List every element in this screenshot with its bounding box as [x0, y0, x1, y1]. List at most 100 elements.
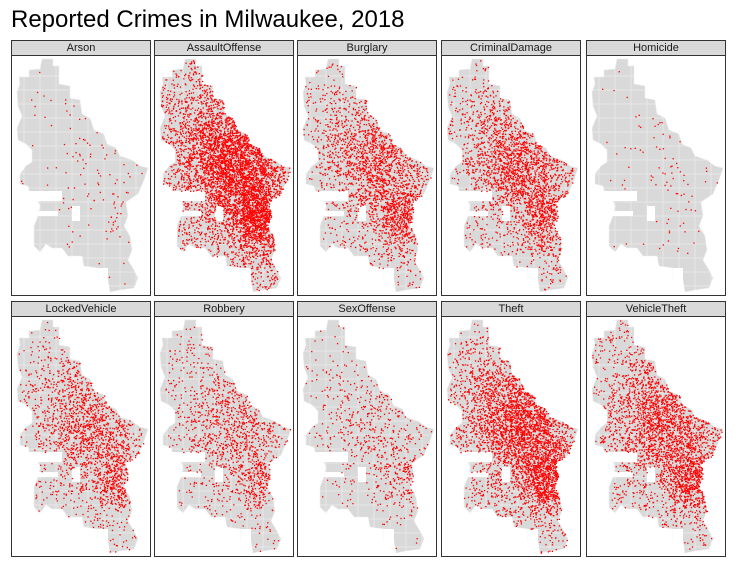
crime-point: [172, 141, 174, 143]
crime-point: [205, 182, 207, 185]
crime-point: [233, 121, 236, 123]
crime-point: [242, 169, 244, 171]
crime-point: [208, 139, 210, 141]
crime-point: [186, 233, 188, 235]
crime-point: [204, 172, 206, 174]
crime-point: [262, 170, 264, 172]
crime-point: [174, 130, 176, 132]
crime-point: [257, 204, 260, 206]
crime-point: [228, 218, 230, 220]
crime-point: [244, 180, 246, 183]
crime-point: [255, 164, 258, 166]
crime-point: [197, 85, 199, 87]
crime-point: [253, 256, 255, 258]
crime-point: [193, 151, 195, 153]
crime-point: [244, 194, 246, 196]
crime-point: [188, 93, 190, 95]
crime-point: [113, 193, 115, 195]
crime-point: [248, 245, 250, 247]
crime-point: [193, 137, 196, 139]
crime-point: [237, 231, 240, 233]
crime-point: [236, 154, 238, 156]
crime-point: [265, 213, 267, 215]
crime-point: [264, 228, 266, 231]
crime-point: [200, 217, 202, 219]
crime-point: [259, 221, 262, 224]
crime-point: [243, 195, 245, 197]
crime-point: [192, 225, 194, 227]
crime-point: [228, 139, 230, 141]
crime-point: [164, 84, 166, 86]
crime-point: [250, 193, 253, 195]
crime-point: [207, 125, 209, 127]
crime-point: [220, 101, 222, 103]
crime-point: [238, 198, 240, 200]
crime-point: [123, 262, 125, 265]
crime-point: [251, 185, 253, 187]
crime-point: [265, 220, 268, 222]
crime-point: [108, 276, 111, 278]
crime-point: [220, 124, 222, 126]
crime-point: [225, 122, 227, 124]
crime-point: [244, 220, 246, 222]
crime-point: [185, 62, 187, 64]
crime-point: [180, 107, 183, 109]
crime-point: [194, 174, 196, 176]
crime-point: [244, 195, 246, 197]
crime-point: [236, 210, 238, 212]
crime-point: [258, 163, 260, 165]
crime-point: [240, 138, 242, 140]
crime-point: [249, 162, 251, 164]
crime-point: [226, 173, 228, 175]
crime-point: [171, 98, 174, 100]
crime-point: [261, 165, 263, 167]
crime-point: [183, 136, 185, 138]
crime-point: [215, 129, 217, 132]
crime-point: [194, 118, 196, 120]
crime-point: [238, 194, 240, 196]
crime-point: [203, 127, 205, 129]
crime-point: [258, 158, 260, 160]
crime-point: [90, 153, 92, 155]
crime-point: [254, 190, 257, 193]
crime-point: [236, 210, 239, 212]
crime-point: [276, 166, 278, 168]
crime-point: [245, 148, 247, 150]
crime-point: [231, 155, 233, 157]
crime-point: [168, 127, 170, 129]
crime-point: [202, 166, 204, 168]
crime-point: [220, 160, 222, 162]
crime-point: [183, 179, 185, 181]
crime-point: [162, 100, 164, 102]
crime-point: [187, 168, 189, 170]
crime-point: [217, 129, 219, 131]
crime-point: [236, 226, 238, 228]
crime-point: [225, 121, 227, 123]
crime-point: [173, 144, 175, 147]
crime-point: [178, 170, 180, 172]
crime-point: [262, 280, 265, 282]
crime-point: [266, 181, 268, 183]
crime-point: [247, 163, 249, 165]
crime-point: [253, 174, 255, 177]
crime-point: [230, 135, 233, 138]
crime-point: [239, 156, 242, 158]
crime-point: [111, 228, 113, 230]
crime-point: [260, 170, 262, 173]
crime-point: [196, 141, 198, 144]
crime-point: [238, 164, 241, 166]
crime-point: [207, 165, 209, 167]
crime-point: [215, 192, 217, 194]
crime-point: [209, 170, 211, 172]
crime-point: [223, 199, 226, 201]
crime-point: [190, 157, 192, 159]
crime-point: [227, 256, 229, 258]
crime-point: [215, 167, 218, 169]
crime-point: [185, 122, 187, 124]
crime-point: [249, 252, 251, 254]
crime-point: [247, 186, 249, 188]
crime-point: [203, 178, 205, 180]
crime-point: [282, 174, 285, 176]
crime-point: [265, 253, 267, 256]
crime-point: [245, 204, 247, 206]
